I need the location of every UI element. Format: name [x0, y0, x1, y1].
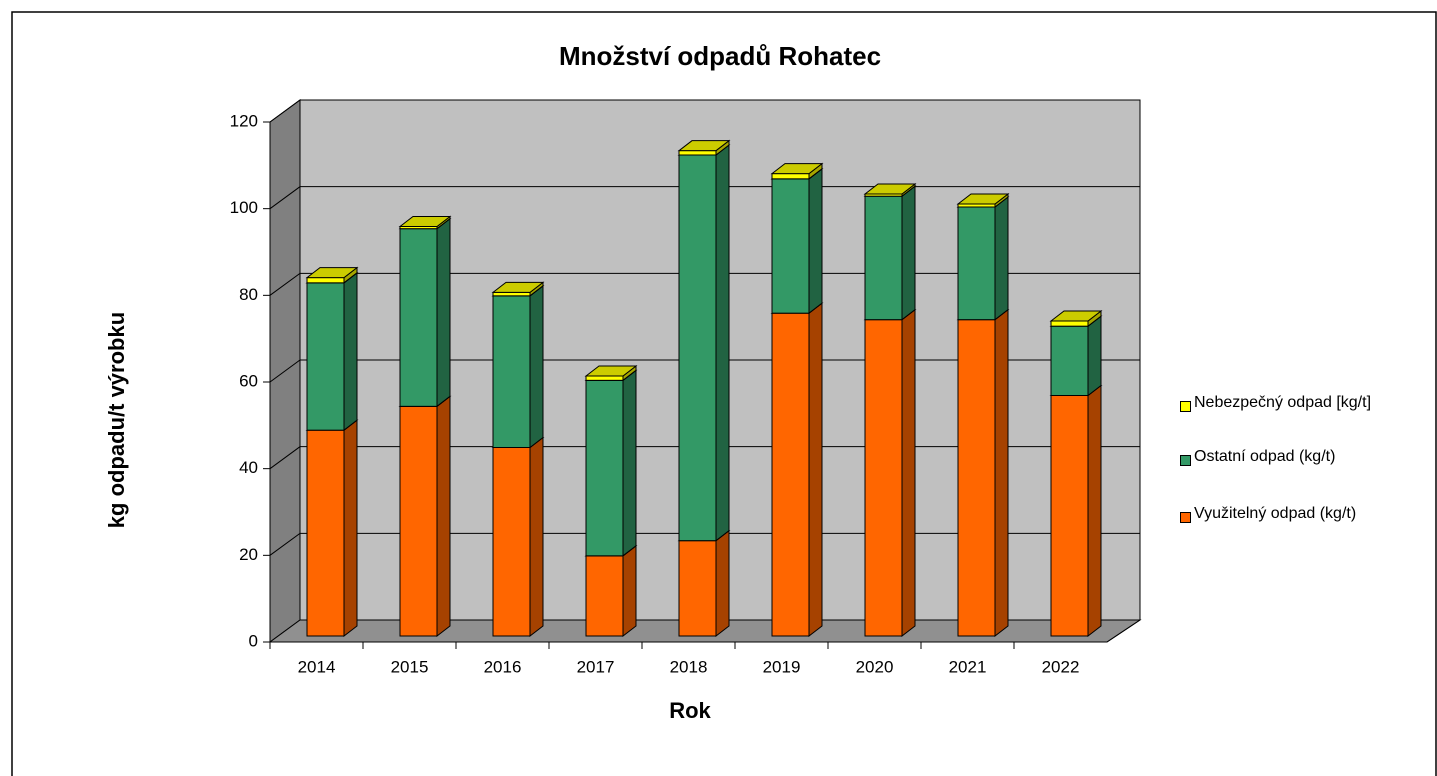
- bar-segment: [678, 154, 717, 542]
- bar-side: [343, 271, 358, 432]
- bar-segment: [399, 228, 438, 407]
- y-tick-label: 40: [239, 458, 258, 477]
- bar-segment: [678, 540, 717, 637]
- grid-line: [269, 99, 1140, 123]
- x-tick-label: 2020: [856, 657, 894, 676]
- grid-line: [269, 446, 1140, 470]
- bar-segment: [864, 195, 903, 321]
- y-tick-label: 100: [230, 198, 258, 217]
- bar-segment: [1050, 325, 1089, 396]
- x-tick-label: 2019: [763, 657, 801, 676]
- x-tick-label: 2016: [484, 657, 522, 676]
- y-axis-label: kg odpadu/t výrobku: [104, 312, 129, 528]
- bar-segment: [957, 319, 996, 637]
- bar-side: [622, 369, 637, 557]
- bar-segment: [585, 379, 624, 557]
- legend-swatch: [1180, 401, 1191, 412]
- bar-side: [715, 529, 730, 638]
- bar-top: [584, 365, 638, 377]
- x-tick-label: 2018: [670, 657, 708, 676]
- bar-segment: [492, 295, 531, 449]
- bar-side: [808, 167, 823, 315]
- bar-side: [343, 419, 358, 638]
- bar-segment: [306, 429, 345, 637]
- bar-top: [1049, 310, 1103, 322]
- bar-side: [1087, 384, 1102, 638]
- bar-segment: [306, 282, 345, 431]
- grid-line: [269, 359, 1140, 383]
- bar-top: [677, 140, 731, 152]
- x-tick-label: 2022: [1042, 657, 1080, 676]
- bar-top: [398, 216, 452, 227]
- y-tick-label: 80: [239, 285, 258, 304]
- bar-side: [622, 544, 637, 638]
- bar-side: [808, 302, 823, 638]
- bar-top: [863, 183, 917, 195]
- y-tick-label: 120: [230, 111, 258, 130]
- bar-segment: [492, 447, 531, 637]
- bar-segment: [771, 178, 810, 314]
- x-axis-label: Rok: [669, 698, 711, 723]
- bar-side: [994, 308, 1009, 638]
- bar-top: [956, 193, 1010, 205]
- grid-line: [269, 532, 1140, 556]
- bar-segment: [771, 173, 810, 180]
- bar-side: [715, 143, 730, 542]
- bar-segment: [957, 206, 996, 321]
- bar-segment: [1050, 320, 1089, 327]
- grid-line: [269, 186, 1140, 210]
- bar-top: [491, 281, 545, 293]
- legend-label: Využitelný odpad (kg/t): [1194, 505, 1357, 522]
- bar-segment: [585, 555, 624, 637]
- legend-swatch: [1180, 455, 1191, 466]
- legend-label: Nebezpečný odpad [kg/t]: [1194, 394, 1372, 411]
- bar-segment: [492, 291, 531, 297]
- grid-line: [269, 272, 1140, 296]
- bar-top: [305, 267, 359, 279]
- y-tick-label: 60: [239, 371, 258, 390]
- bar-side: [529, 436, 544, 638]
- x-tick-label: 2017: [577, 657, 615, 676]
- bar-segment: [585, 375, 624, 381]
- bar-side: [994, 195, 1009, 321]
- x-tick-label: 2021: [949, 657, 987, 676]
- x-tick-label: 2015: [391, 657, 429, 676]
- bar-side: [436, 395, 451, 638]
- x-tick-label: 2014: [298, 657, 336, 676]
- bar-segment: [864, 319, 903, 637]
- y-tick-label: 20: [239, 545, 258, 564]
- bar-segment: [771, 312, 810, 637]
- chart-title: Množství odpadů Rohatec: [559, 41, 881, 71]
- bar-side: [1087, 315, 1102, 397]
- x-axis-depth: [1106, 619, 1141, 643]
- bar-top: [770, 163, 824, 175]
- bar-segment: [306, 277, 345, 284]
- bar-segment: [399, 405, 438, 637]
- bar-side: [436, 217, 451, 408]
- y-tick-label: 0: [249, 631, 258, 650]
- bar-side: [901, 308, 916, 638]
- legend-swatch: [1180, 512, 1191, 523]
- bar-side: [901, 185, 916, 321]
- bar-side: [529, 284, 544, 449]
- bar-segment: [1050, 395, 1089, 637]
- legend-label: Ostatní odpad (kg/t): [1194, 448, 1336, 465]
- bar-segment: [678, 150, 717, 156]
